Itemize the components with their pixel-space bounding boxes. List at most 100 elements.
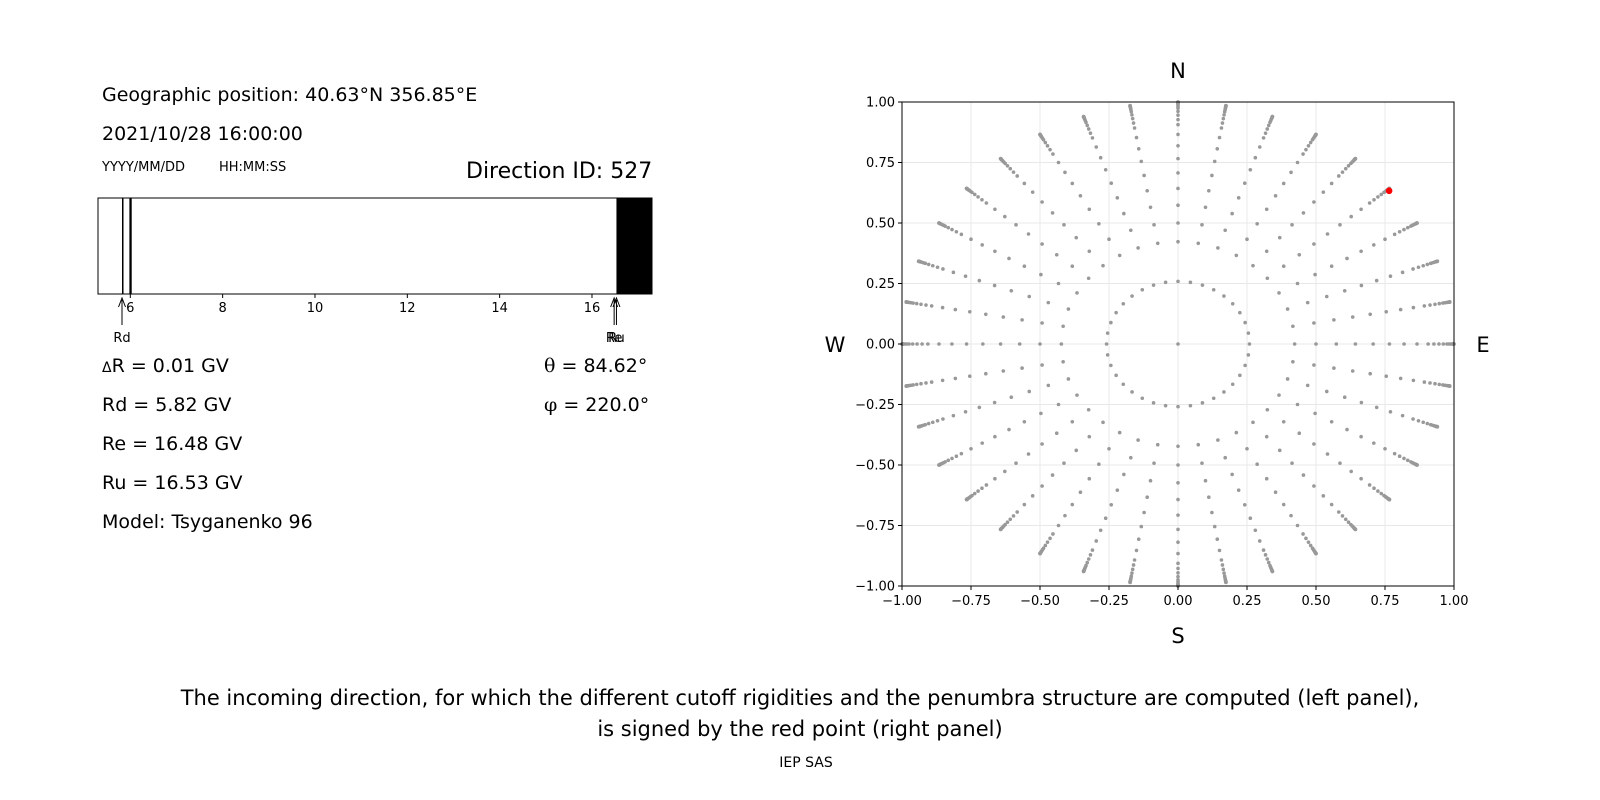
direction-point [1086,127,1091,131]
direction-point [1285,377,1290,381]
direction-point [1142,173,1146,178]
direction-point [1255,221,1259,226]
direction-point [1056,402,1061,407]
rd-value: Rd = 5.82 GV [102,394,232,416]
direction-point [1308,140,1313,145]
direction-point [1336,510,1341,514]
marker-label-rd: Rd [113,331,130,346]
direction-point [1314,551,1318,556]
direction-point [1359,476,1363,481]
direction-point [1448,300,1452,304]
direction-point [1234,430,1239,435]
penumbra-tick-label: 12 [399,301,416,316]
direction-point [1155,241,1160,246]
direction-point [1056,281,1061,286]
direction-point [1416,265,1421,270]
direction-point [1264,249,1269,254]
direction-point [1008,166,1013,171]
direction-point [1103,167,1108,172]
phi-value: φ = 220.0° [544,394,649,416]
direction-point [1223,228,1227,233]
direction-point [1392,451,1397,456]
direction-point [1136,246,1140,250]
direction-point [1234,253,1239,258]
direction-point [1312,363,1316,367]
direction-point [1011,170,1016,174]
direction-point [1222,390,1226,394]
direction-point [1305,300,1310,305]
marker-label-re: Re [606,331,622,346]
direction-point [1098,528,1103,533]
direction-point [1359,207,1363,212]
direction-point [929,380,934,384]
direction-point [946,458,951,463]
direction-point [1397,454,1402,458]
direction-point [1308,543,1313,548]
direction-point [1376,489,1380,493]
direction-point [951,413,956,418]
direction-point [1314,132,1318,137]
direction-point [1411,417,1415,421]
credit-label: IEP SAS [779,755,833,771]
direction-point [1402,342,1406,346]
time-format-label: HH:MM:SS [219,160,287,175]
direction-point [1040,363,1044,367]
x-tick-label: 0.25 [1233,594,1262,609]
direction-point [1264,434,1269,439]
direction-point [1176,122,1180,127]
direction-point [1210,510,1214,515]
direction-point [1022,419,1027,424]
selected-direction-point [1385,187,1393,195]
direction-point [1152,223,1156,227]
direction-point [1078,194,1083,198]
direction-point [1304,536,1308,541]
direction-point [1212,524,1217,529]
direction-point [916,424,921,429]
direction-point [950,227,954,232]
direction-point [1140,396,1145,401]
theta-value: θ = 84.62° [544,355,647,377]
direction-point [1003,214,1007,219]
direction-point [1056,523,1061,528]
direction-point [1334,342,1339,346]
direction-point [1151,283,1156,287]
direction-point [1155,442,1160,447]
direction-point [1003,469,1007,474]
direction-point [1215,537,1220,542]
direction-point [1266,560,1271,565]
direction-point [1245,237,1249,242]
direction-point [1340,170,1345,174]
direction-point [1400,270,1405,275]
direction-point [1040,484,1044,488]
caption-line-1: The incoming direction, for which the di… [180,686,1420,710]
y-tick-label: −0.75 [855,519,895,534]
direction-point [1188,280,1193,285]
direction-point [972,192,977,197]
direction-point [1285,307,1290,311]
direction-point [1196,241,1201,246]
direction-point [1074,235,1079,240]
direction-point [1448,384,1452,388]
direction-point [1290,223,1294,227]
direction-point [1129,228,1133,233]
direction-point [1038,342,1042,346]
direction-point [1329,419,1334,424]
direction-point [1313,272,1317,277]
direction-point [1230,472,1234,477]
direction-point [959,451,964,456]
direction-point [964,342,969,346]
direction-point [1221,116,1226,121]
direction-point [1105,353,1110,357]
direction-point [1219,558,1224,562]
ru-value: Ru = 16.53 GV [102,472,243,494]
direction-point [1376,195,1380,199]
direction-point [1217,548,1222,553]
direction-point [1277,448,1282,453]
direction-point [1043,543,1048,548]
direction-point [976,489,980,493]
direction-point [1151,401,1156,405]
direction-point [1097,221,1101,226]
direction-point [1295,160,1300,165]
direction-point [1129,455,1133,460]
direction-point [1332,366,1336,370]
